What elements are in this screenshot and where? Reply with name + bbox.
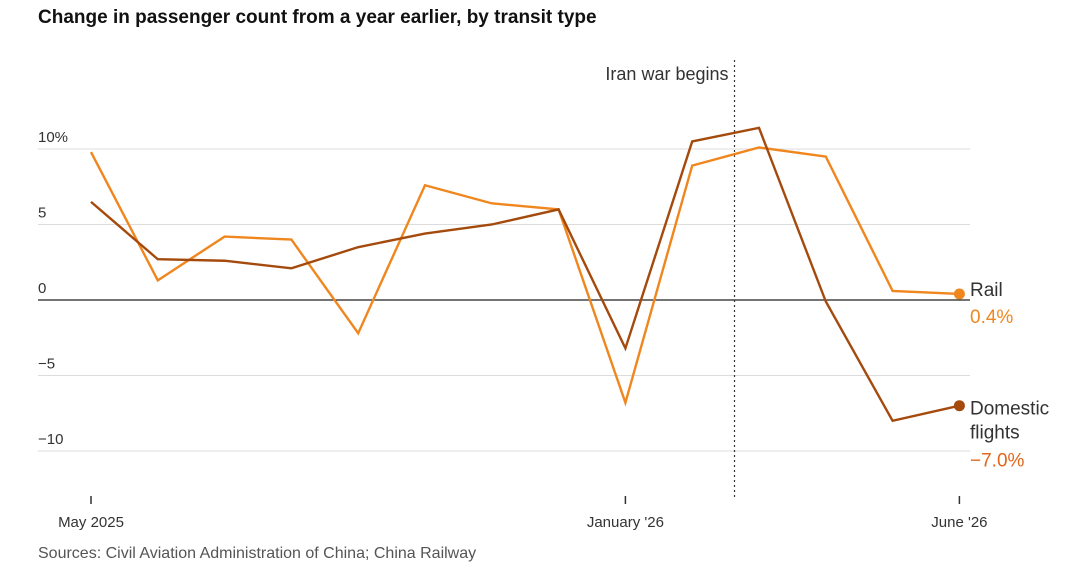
- y-tick-label: 10%: [38, 129, 68, 146]
- series-label-rail: Rail: [970, 280, 1003, 301]
- x-tick-label: June '26: [931, 514, 987, 531]
- y-tick-label: 5: [38, 205, 46, 222]
- series-value-rail: 0.4%: [970, 307, 1013, 328]
- y-tick-label: −10: [38, 431, 63, 448]
- series-value-flights: −7.0%: [970, 451, 1025, 472]
- y-tick-label: 0: [38, 280, 46, 297]
- series-line-rail: [89, 146, 960, 407]
- series-label-flights-line2: flights: [970, 423, 1020, 444]
- x-tick-label: May 2025: [58, 514, 124, 531]
- series-end-point-rail: [953, 288, 965, 300]
- series-label-flights: Domestic flights: [970, 399, 1049, 444]
- series-label-flights-line1: Domestic: [970, 399, 1049, 420]
- x-tick-label: January '26: [587, 514, 664, 531]
- series-end-point-flights: [953, 400, 965, 412]
- event-marker-label: Iran war begins: [605, 64, 728, 84]
- source-note: Sources: Civil Aviation Administration o…: [38, 545, 477, 562]
- chart-title: Change in passenger count from a year ea…: [38, 7, 597, 28]
- series-line-flights: [90, 126, 960, 423]
- y-tick-label: −5: [38, 356, 55, 373]
